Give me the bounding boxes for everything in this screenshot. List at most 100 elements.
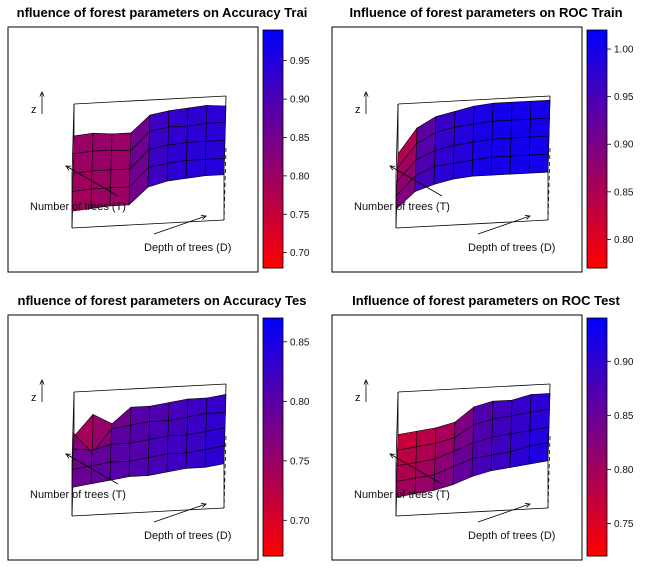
surface-facet — [204, 158, 225, 177]
colorbar-swatch — [587, 504, 607, 509]
colorbar-swatch — [587, 472, 607, 478]
x-axis-label: Depth of trees (D) — [468, 242, 555, 254]
colorbar-swatch — [587, 516, 607, 521]
colorbar-swatch — [263, 188, 283, 194]
surface-facet — [91, 149, 112, 172]
colorbar-swatch — [587, 220, 607, 225]
colorbar-swatch — [263, 548, 283, 553]
box-edge — [73, 383, 227, 393]
box-edge-back — [223, 435, 227, 509]
y-axis-arrow — [65, 165, 119, 197]
colorbar-swatch — [587, 532, 607, 537]
colorbar-swatch — [587, 192, 607, 198]
colorbar-swatch — [263, 409, 283, 414]
colorbar-swatch — [263, 480, 283, 486]
colorbar-swatch — [587, 377, 607, 382]
colorbar-swatch — [263, 65, 283, 71]
colorbar-swatch — [587, 369, 607, 375]
colorbar-swatch — [263, 101, 283, 106]
colorbar-swatch — [263, 373, 283, 378]
colorbar-swatch — [587, 433, 607, 438]
colorbar-swatch — [587, 429, 607, 434]
colorbar-swatch — [587, 548, 607, 553]
surface-facet — [471, 156, 492, 177]
colorbar-swatch — [263, 492, 283, 497]
colorbar-swatch — [263, 417, 283, 422]
colorbar-frame — [586, 29, 608, 269]
colorbar-swatch — [263, 385, 283, 390]
colorbar: 0.70 0.75 0.80 0.85 — [262, 317, 310, 557]
colorbar-swatch — [263, 345, 283, 351]
colorbar-swatch — [587, 37, 607, 43]
plot-frame — [7, 314, 259, 561]
colorbar-swatch — [587, 65, 607, 71]
colorbar-swatch — [263, 244, 283, 249]
colorbar-swatch — [587, 329, 607, 335]
colorbar-tick-label: 0.85 — [614, 411, 634, 422]
colorbar-swatch — [263, 160, 283, 166]
colorbar-swatch — [587, 484, 607, 490]
colorbar-swatch — [263, 204, 283, 209]
colorbar-swatch — [587, 156, 607, 162]
colorbar-swatch — [263, 357, 283, 363]
colorbar-tick-label: 0.95 — [614, 92, 634, 103]
colorbar-swatch — [587, 468, 607, 474]
colorbar-swatch — [263, 232, 283, 237]
surface-facet — [472, 120, 493, 143]
colorbar-swatch — [263, 133, 283, 138]
colorbar-swatch — [263, 421, 283, 426]
surface-facet — [128, 457, 149, 477]
surface-facet — [90, 461, 111, 485]
colorbar-swatch — [263, 45, 283, 51]
colorbar-swatch — [587, 417, 607, 422]
colorbar-swatch — [587, 476, 607, 482]
colorbar-swatch — [587, 57, 607, 63]
colorbar-swatch — [587, 101, 607, 106]
colorbar-swatch — [263, 329, 283, 335]
colorbar-swatch — [263, 37, 283, 43]
x-axis-label: Depth of trees (D) — [144, 242, 231, 254]
x-axis-arrow — [153, 215, 207, 235]
colorbar-swatch — [587, 397, 607, 402]
colorbar-swatch — [587, 460, 607, 466]
colorbar-swatch — [587, 184, 607, 190]
colorbar-swatch — [263, 184, 283, 190]
colorbar-swatch — [263, 532, 283, 537]
colorbar-swatch — [587, 544, 607, 549]
colorbar-swatch — [263, 456, 283, 462]
colorbar-swatch — [263, 220, 283, 225]
surface-facet — [529, 135, 550, 156]
colorbar-swatch — [587, 149, 607, 154]
surface-facet — [167, 125, 188, 146]
colorbar-swatch — [263, 141, 283, 146]
colorbar-swatch — [263, 192, 283, 198]
surface-facet — [109, 460, 130, 481]
colorbar-swatch — [263, 544, 283, 549]
colorbar-swatch — [587, 73, 607, 79]
plot-frame — [331, 314, 583, 561]
x-axis-label: Depth of trees (D) — [468, 530, 555, 542]
colorbar-swatch — [587, 117, 607, 122]
colorbar-swatch — [587, 448, 607, 454]
colorbar-swatch — [263, 252, 283, 257]
colorbar-swatch — [263, 468, 283, 474]
colorbar-swatch — [263, 369, 283, 375]
colorbar-swatch — [263, 381, 283, 386]
colorbar-swatch — [587, 97, 607, 102]
colorbar-swatch — [587, 248, 607, 253]
colorbar-swatch — [263, 89, 283, 94]
colorbar-swatch — [587, 353, 607, 359]
chart-panel-4: Influence of forest parameters on ROC Te… — [331, 293, 634, 561]
colorbar-swatch — [263, 57, 283, 63]
y-axis-arrow — [389, 453, 443, 485]
colorbar-swatch — [263, 216, 283, 221]
chart-title: nfluence of forest parameters on Accurac… — [18, 293, 307, 308]
surface-facet — [147, 162, 168, 188]
colorbar-swatch — [587, 109, 607, 114]
colorbar-swatch — [587, 252, 607, 257]
colorbar-swatch — [587, 333, 607, 339]
colorbar-swatch — [587, 552, 607, 557]
colorbar-swatch — [263, 196, 283, 202]
y-axis-label: Number of trees (T) — [354, 201, 450, 213]
